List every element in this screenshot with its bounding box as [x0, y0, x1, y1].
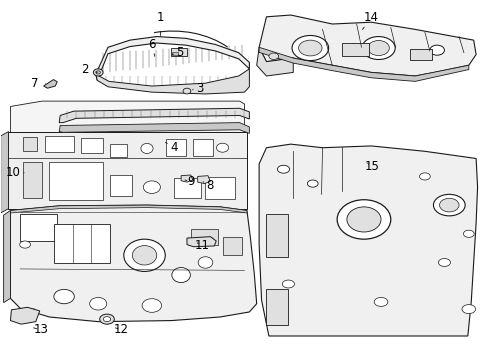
Ellipse shape: [361, 37, 394, 59]
Ellipse shape: [171, 267, 190, 283]
Bar: [222, 237, 242, 255]
Bar: [166, 139, 185, 156]
Ellipse shape: [93, 69, 103, 76]
Bar: [54, 224, 110, 263]
Bar: [171, 48, 186, 56]
Polygon shape: [259, 144, 477, 336]
Ellipse shape: [96, 71, 100, 74]
Polygon shape: [59, 123, 249, 134]
Ellipse shape: [123, 239, 165, 271]
Text: 14: 14: [362, 12, 378, 30]
Polygon shape: [10, 101, 244, 133]
Bar: [341, 42, 368, 56]
Polygon shape: [10, 307, 40, 324]
Ellipse shape: [20, 241, 30, 248]
Text: 8: 8: [203, 179, 214, 192]
Polygon shape: [256, 47, 293, 76]
Polygon shape: [10, 205, 256, 321]
Bar: [266, 214, 288, 257]
Polygon shape: [259, 15, 475, 76]
Bar: [173, 178, 200, 198]
Text: 5: 5: [172, 46, 183, 59]
Polygon shape: [43, 80, 57, 88]
Ellipse shape: [141, 143, 153, 153]
Bar: [110, 144, 127, 157]
Bar: [22, 162, 42, 198]
Ellipse shape: [103, 317, 110, 321]
Text: 2: 2: [81, 63, 97, 76]
Ellipse shape: [307, 180, 318, 187]
Ellipse shape: [132, 246, 157, 265]
Ellipse shape: [143, 181, 160, 193]
Bar: [409, 49, 431, 60]
Bar: [172, 52, 178, 55]
Bar: [266, 289, 288, 325]
Polygon shape: [59, 108, 249, 123]
Bar: [44, 136, 74, 152]
Text: 9: 9: [184, 175, 194, 188]
Polygon shape: [3, 211, 10, 303]
Text: 10: 10: [6, 166, 24, 179]
Polygon shape: [186, 237, 216, 247]
Ellipse shape: [89, 297, 106, 310]
Text: 13: 13: [33, 323, 48, 336]
Ellipse shape: [437, 258, 449, 266]
Ellipse shape: [216, 143, 228, 152]
Bar: [22, 137, 37, 151]
Bar: [20, 214, 57, 241]
Polygon shape: [0, 132, 8, 213]
Polygon shape: [181, 175, 192, 182]
Polygon shape: [96, 69, 249, 94]
Text: 1: 1: [157, 12, 164, 36]
Text: 12: 12: [114, 323, 129, 336]
Ellipse shape: [291, 36, 328, 60]
Text: 6: 6: [148, 38, 155, 56]
Ellipse shape: [439, 198, 458, 212]
Text: 7: 7: [31, 77, 45, 90]
Polygon shape: [96, 37, 249, 80]
Ellipse shape: [429, 45, 444, 55]
Bar: [193, 139, 212, 156]
Ellipse shape: [346, 207, 380, 232]
Ellipse shape: [367, 41, 388, 55]
Text: 3: 3: [192, 82, 203, 95]
Ellipse shape: [282, 280, 294, 288]
Ellipse shape: [336, 200, 390, 239]
Bar: [190, 229, 217, 245]
Bar: [205, 177, 234, 199]
Ellipse shape: [268, 53, 278, 59]
Ellipse shape: [463, 230, 473, 237]
Ellipse shape: [419, 173, 429, 180]
Ellipse shape: [100, 314, 114, 324]
Ellipse shape: [183, 88, 190, 94]
Text: 11: 11: [194, 239, 209, 252]
Ellipse shape: [432, 194, 464, 216]
Bar: [110, 175, 132, 196]
Text: 4: 4: [165, 141, 177, 154]
Ellipse shape: [198, 257, 212, 268]
Bar: [49, 162, 103, 200]
Ellipse shape: [54, 289, 74, 304]
Ellipse shape: [298, 40, 322, 56]
Ellipse shape: [373, 297, 387, 306]
Ellipse shape: [277, 165, 289, 173]
Ellipse shape: [142, 299, 161, 312]
Text: 15: 15: [364, 160, 379, 173]
Bar: [81, 138, 103, 153]
Polygon shape: [259, 47, 468, 81]
Bar: [8, 132, 247, 209]
Ellipse shape: [461, 305, 475, 314]
Polygon shape: [10, 205, 246, 213]
Polygon shape: [197, 176, 210, 184]
